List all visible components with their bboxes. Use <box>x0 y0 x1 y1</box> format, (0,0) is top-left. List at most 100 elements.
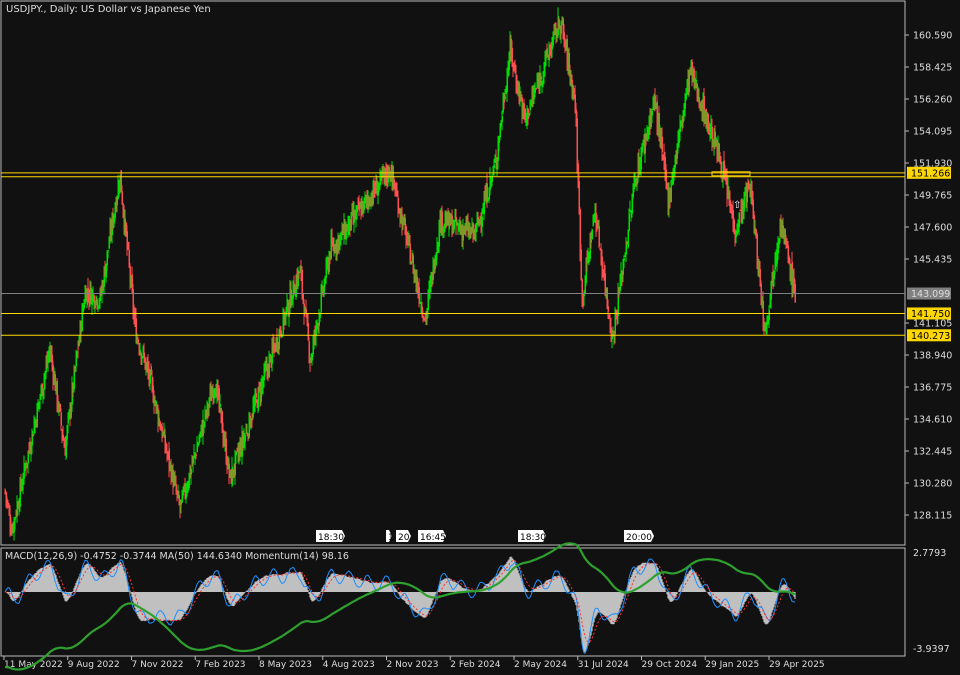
candle-body <box>778 238 780 245</box>
candle-body <box>637 160 639 178</box>
candle-body <box>299 268 301 273</box>
price-tick-label: 145.435 <box>913 255 952 266</box>
candle-body <box>198 439 200 444</box>
session-marker-label: 18:30 <box>318 533 344 543</box>
candle-body <box>382 171 384 174</box>
candle-body <box>448 213 450 230</box>
price-tick-label: 149.765 <box>913 191 952 202</box>
candle-body <box>329 252 331 259</box>
candle-body <box>396 191 398 197</box>
candle-body <box>21 486 23 490</box>
candle-body <box>743 193 745 212</box>
candle-body <box>702 99 704 115</box>
price-tick-label: 160.590 <box>913 31 952 42</box>
candle-body <box>595 213 597 229</box>
price-level-badge <box>907 166 951 179</box>
candle-body <box>264 368 266 373</box>
candle-body <box>190 468 192 475</box>
session-marker <box>418 530 446 542</box>
price-level-label: 151.266 <box>911 168 950 179</box>
candle-body <box>511 48 513 64</box>
candle-body <box>754 227 756 230</box>
candle-body <box>783 232 785 236</box>
candle-body <box>179 504 181 509</box>
candle-body <box>101 284 103 295</box>
price-tick-label: 141.105 <box>913 319 952 330</box>
candle-body <box>493 164 495 169</box>
candle-body <box>57 400 59 409</box>
candle-body <box>159 421 161 429</box>
candle-body <box>787 245 789 261</box>
candle-body <box>532 95 534 97</box>
candle-body <box>601 256 603 273</box>
candle-body <box>58 404 60 412</box>
price-tick-label: 128.115 <box>913 511 952 522</box>
candle-body <box>294 293 296 297</box>
candle-body <box>187 484 189 491</box>
candle-body <box>737 226 739 230</box>
candle-body <box>199 432 201 436</box>
candle-body <box>152 385 154 402</box>
candle-body <box>703 96 705 122</box>
candle-body <box>667 184 669 210</box>
candle-body <box>499 125 501 138</box>
candle-body <box>167 452 169 454</box>
candle-body <box>717 145 719 154</box>
candle-body <box>752 199 754 214</box>
candle-body <box>497 143 499 161</box>
candle-body <box>697 93 699 96</box>
candle-body <box>185 490 187 499</box>
candle-body <box>341 227 343 233</box>
candle-body <box>357 203 359 205</box>
candle-body <box>669 189 671 200</box>
candle-body <box>530 101 532 103</box>
candle-body <box>772 271 774 282</box>
candle-body <box>433 261 435 272</box>
candle-body <box>284 312 286 322</box>
candle-body <box>362 201 364 213</box>
candle-body <box>257 387 259 411</box>
candle-body <box>756 234 758 261</box>
session-marker-label: 16:45 <box>420 533 446 543</box>
candle-body <box>580 249 582 280</box>
candle-body <box>24 466 26 468</box>
candle-body <box>204 409 206 420</box>
zone-rectangle[interactable] <box>711 171 751 177</box>
candle-body <box>392 166 394 182</box>
candle-body <box>399 210 401 219</box>
candle-body <box>551 41 553 50</box>
candle-body <box>519 95 521 100</box>
candle-body <box>383 167 385 176</box>
candle-body <box>461 227 463 238</box>
candle-body <box>426 309 428 319</box>
candle-body <box>692 70 694 79</box>
candle-body <box>87 287 89 294</box>
candle-body <box>619 282 621 292</box>
candle-body <box>555 29 557 39</box>
candle-body <box>162 433 164 435</box>
candle-body <box>251 419 253 421</box>
candle-body <box>68 410 70 418</box>
session-marker-label: 18:30 <box>520 533 546 543</box>
candle-body <box>193 453 195 455</box>
candle-body <box>445 220 447 227</box>
candle-body <box>537 81 539 86</box>
candle-body <box>338 236 340 248</box>
candle-body <box>325 262 327 278</box>
candle-body <box>111 216 113 236</box>
candle-body <box>784 229 786 243</box>
price-tick-label: 134.610 <box>913 415 952 426</box>
candle-body <box>274 345 276 352</box>
candle-body <box>605 288 607 292</box>
candle-body <box>197 444 199 446</box>
candle-body <box>538 77 540 89</box>
candle-body <box>418 287 420 302</box>
candle-body <box>765 324 767 326</box>
candle-body <box>31 430 33 446</box>
candle-body <box>423 318 425 320</box>
candle-body <box>67 416 69 424</box>
candle-body <box>132 289 134 312</box>
candle-body <box>644 136 646 154</box>
